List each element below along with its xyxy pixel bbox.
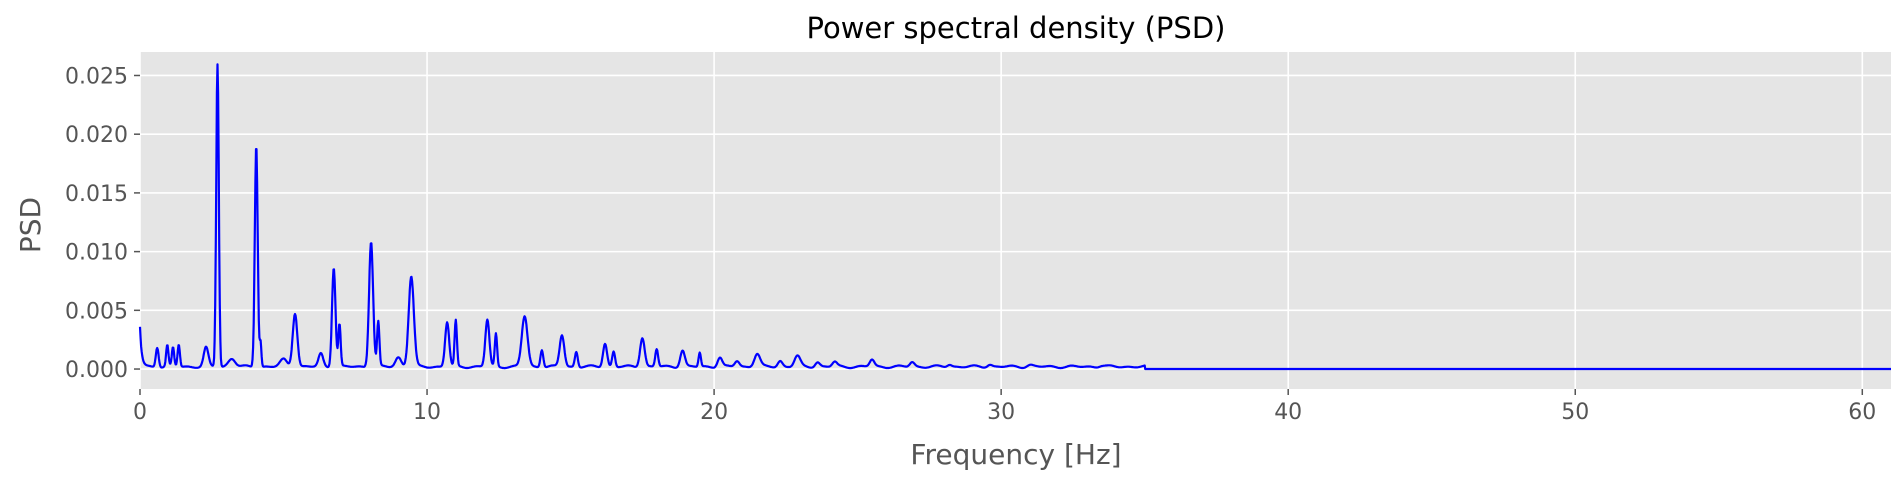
plot-area	[140, 52, 1891, 389]
x-tick-label: 60	[1848, 400, 1876, 425]
y-tick-label: 0.005	[65, 299, 128, 324]
chart-title: Power spectral density (PSD)	[807, 11, 1226, 45]
x-tick-label: 40	[1274, 400, 1302, 425]
y-tick-label: 0.010	[65, 241, 128, 266]
y-axis-label: PSD	[14, 197, 47, 253]
x-tick-label: 0	[133, 400, 147, 425]
x-tick-label: 50	[1561, 400, 1589, 425]
psd-series-line	[138, 63, 1892, 371]
axis-ticks: 0 10 20 30 40 50 60 0.000 0.005 0.010 0.015 0.020 0.…	[65, 64, 1876, 425]
y-tick-label: 0.020	[65, 123, 128, 148]
y-tick-label: 0.025	[65, 64, 128, 89]
y-tick-label: 0.015	[65, 182, 128, 207]
x-tick-label: 20	[700, 400, 728, 425]
y-tick-label: 0.000	[65, 358, 128, 383]
x-tick-label: 10	[413, 400, 441, 425]
x-tick-label: 30	[987, 400, 1015, 425]
grid-lines	[139, 52, 1891, 389]
x-axis-label: Frequency [Hz]	[910, 438, 1121, 471]
